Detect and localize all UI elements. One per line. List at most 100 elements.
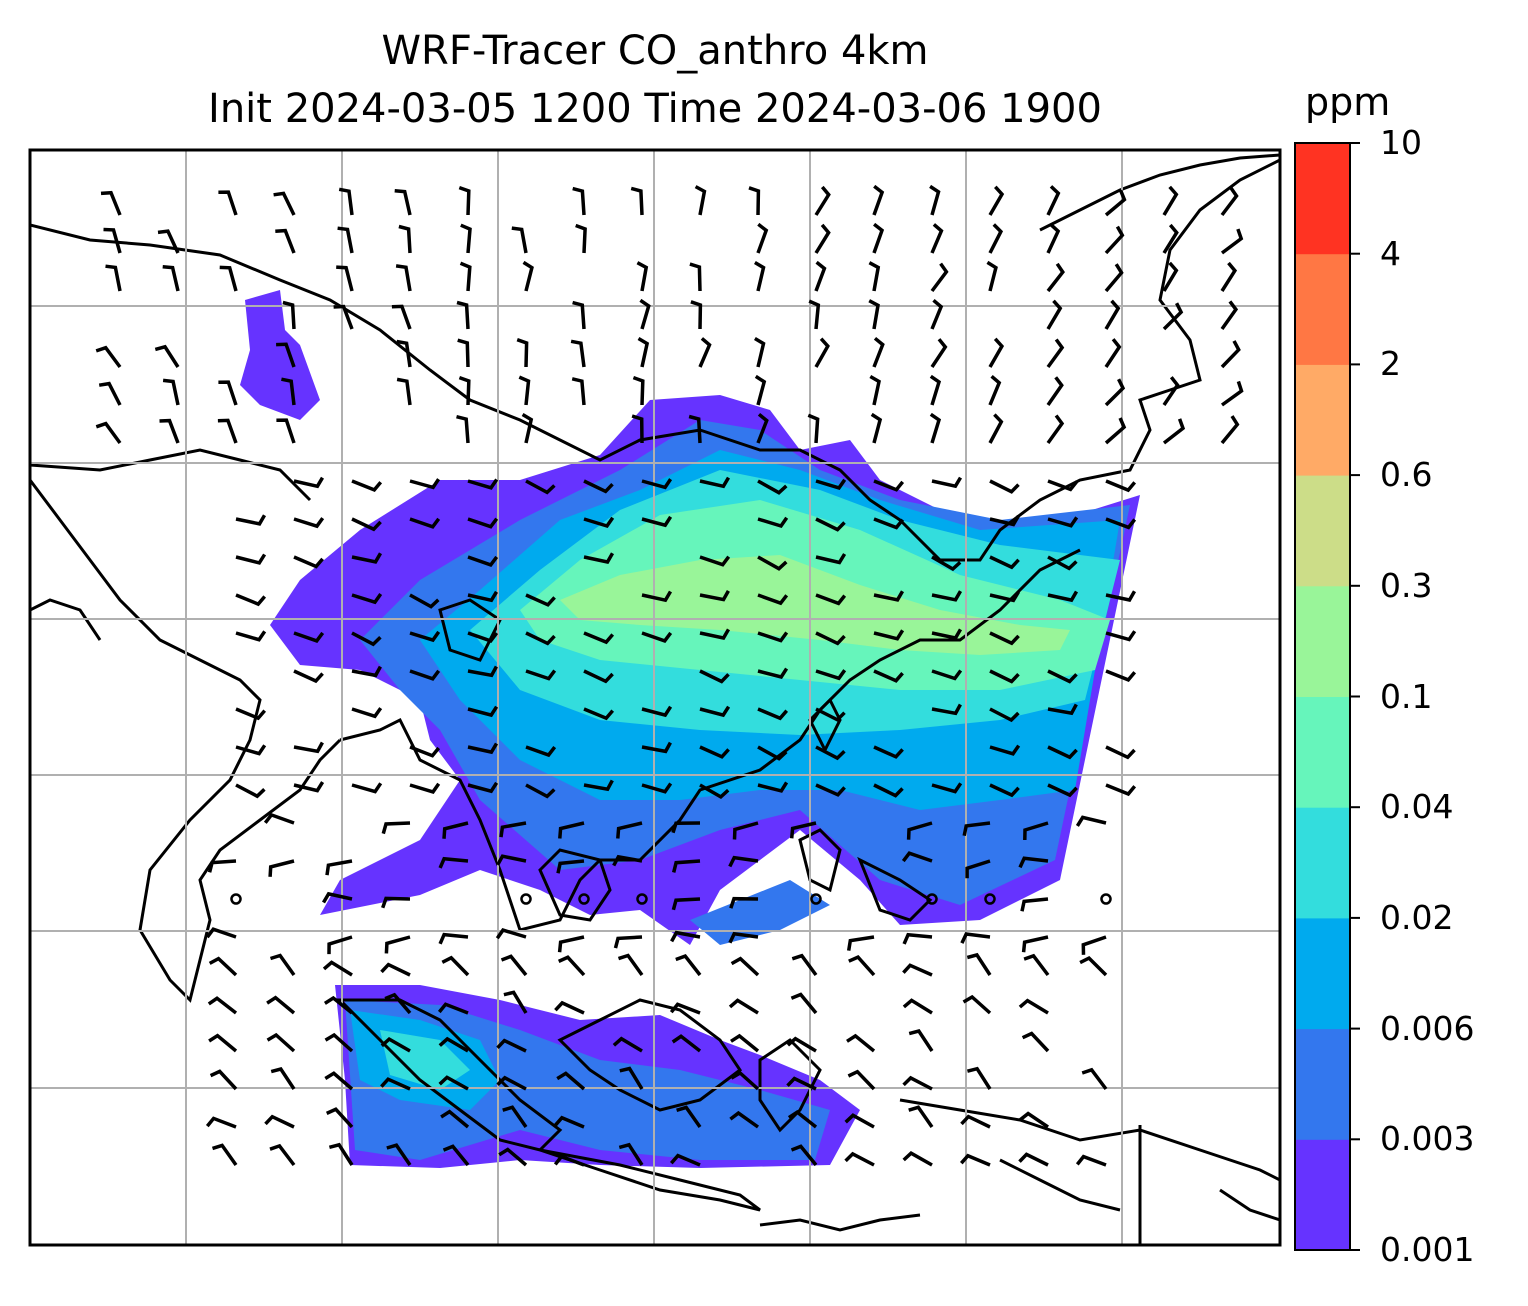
wind-barb xyxy=(351,479,383,492)
colorbar-segment xyxy=(1295,807,1350,919)
calm-wind-marker xyxy=(1100,893,1112,905)
wind-barb xyxy=(467,631,499,643)
wind-barb xyxy=(525,593,556,607)
wind-barb xyxy=(553,1154,585,1167)
wind-barb xyxy=(698,337,712,368)
wind-barb xyxy=(205,927,237,939)
wind-barb xyxy=(729,896,759,909)
wind-barb xyxy=(756,412,769,444)
wind-barb xyxy=(380,1036,411,1053)
wind-barb xyxy=(814,260,827,292)
wind-barb xyxy=(583,516,615,529)
wind-barb xyxy=(525,631,556,646)
wind-barb xyxy=(1104,189,1127,217)
wind-barb xyxy=(873,783,904,798)
wind-barb xyxy=(522,260,534,292)
wind-barb xyxy=(931,782,963,794)
wind-barb xyxy=(1162,261,1179,292)
wind-barb xyxy=(467,555,499,567)
wind-barb xyxy=(293,517,325,529)
wind-barbs xyxy=(95,184,1244,1167)
wind-barb xyxy=(931,590,963,602)
wind-barb xyxy=(557,955,586,977)
wind-barb xyxy=(632,375,645,406)
wind-barb xyxy=(351,517,382,532)
wind-barb xyxy=(235,593,267,607)
wind-barb xyxy=(275,228,296,254)
wind-barb xyxy=(459,261,472,292)
wind-barb xyxy=(815,478,847,490)
wind-barb xyxy=(630,186,644,216)
wind-barb xyxy=(293,781,325,793)
wind-barb xyxy=(235,783,266,799)
colorbar-segment xyxy=(1295,917,1350,1030)
wind-barb xyxy=(396,339,412,368)
wind-barb xyxy=(293,741,324,754)
wind-barb xyxy=(583,779,614,792)
wind-barb xyxy=(787,1109,818,1129)
wind-barb xyxy=(395,264,412,292)
wind-barb xyxy=(380,1077,411,1091)
wind-barb xyxy=(757,555,788,571)
wind-barb xyxy=(989,590,1021,603)
colorbar-tick-label: 10 xyxy=(1380,123,1422,162)
wind-barb xyxy=(669,1002,701,1015)
wind-barb xyxy=(391,304,412,330)
wind-barb xyxy=(613,935,643,949)
wind-barb xyxy=(873,590,905,602)
wind-barb xyxy=(962,994,992,1015)
wind-barb xyxy=(757,707,789,721)
wind-barb xyxy=(583,631,615,645)
wind-barb xyxy=(503,990,528,1014)
wind-barb xyxy=(456,300,470,330)
wind-barb xyxy=(458,375,471,406)
wind-barb xyxy=(557,935,585,953)
wind-barb xyxy=(351,665,382,678)
colorbar-segment xyxy=(1295,585,1350,697)
wind-barb xyxy=(1018,998,1049,1015)
figure-title-line1: WRF-Tracer CO_anthro 4km xyxy=(381,28,929,74)
wind-barb xyxy=(965,859,991,879)
calm-wind-marker xyxy=(926,893,938,905)
wind-barb xyxy=(351,592,383,605)
wind-barb xyxy=(1046,223,1061,254)
wind-barb xyxy=(95,345,122,369)
wind-barb xyxy=(873,669,904,683)
wind-barb xyxy=(612,1036,643,1053)
wind-barb xyxy=(1104,417,1127,445)
wind-barb xyxy=(207,996,238,1015)
wind-barb xyxy=(699,628,731,640)
wind-barb xyxy=(460,223,472,254)
wind-barb xyxy=(908,1028,934,1052)
wind-barb xyxy=(1047,555,1078,571)
wind-barb xyxy=(815,553,847,565)
wind-barb xyxy=(98,381,122,406)
wind-barb xyxy=(873,517,905,530)
wind-barb xyxy=(815,669,847,681)
wind-barb xyxy=(790,1144,818,1167)
wind-barb xyxy=(270,1066,296,1090)
wind-barb xyxy=(808,299,821,330)
wind-barb xyxy=(966,952,992,976)
wind-barb xyxy=(786,1076,817,1091)
wind-barb xyxy=(338,187,354,216)
wind-barb xyxy=(235,707,267,721)
wind-barb xyxy=(989,631,1020,646)
wind-barb xyxy=(496,1075,527,1091)
wind-barb xyxy=(815,783,846,797)
wind-barb xyxy=(754,260,766,292)
wind-barb xyxy=(902,932,933,945)
wind-barb xyxy=(868,261,881,292)
wind-barb xyxy=(154,344,180,368)
wind-barb xyxy=(872,336,885,368)
wind-barb xyxy=(1081,935,1107,955)
wind-barb xyxy=(409,630,441,643)
wind-barb xyxy=(1105,517,1137,530)
wind-barb xyxy=(521,412,534,444)
wind-barb xyxy=(757,781,789,793)
wind-barb xyxy=(1220,300,1239,331)
wind-barb xyxy=(386,1143,412,1166)
wind-barb xyxy=(1018,856,1049,869)
wind-barb xyxy=(1220,186,1239,217)
wind-barb xyxy=(457,338,470,368)
